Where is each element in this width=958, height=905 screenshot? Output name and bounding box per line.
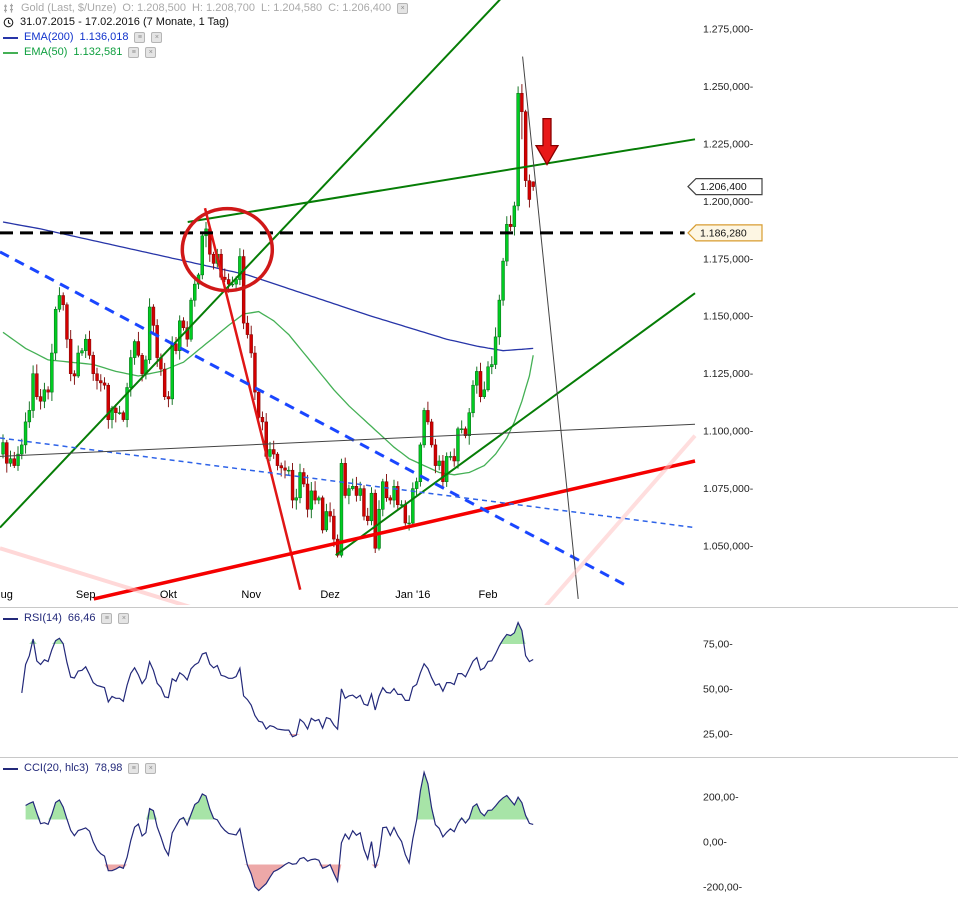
ema200-label: EMA(200) [24, 31, 74, 43]
svg-text:1.075,000-: 1.075,000- [703, 483, 754, 495]
settings-icon[interactable]: ≡ [128, 763, 140, 774]
settings-icon[interactable]: ≡ [101, 613, 113, 624]
ohlc-close: C: 1.206,400 [328, 2, 392, 14]
price-axis[interactable]: 1.275,000- 1.250,000- 1.225,000- 1.200,000-… [703, 24, 754, 553]
cci-line[interactable] [25, 769, 534, 892]
circle-annotation[interactable] [180, 206, 275, 293]
uptrend-recent-green[interactable] [335, 292, 696, 557]
price-tag: 1.186,280 [687, 224, 763, 242]
svg-text:1.250,000-: 1.250,000- [703, 81, 754, 93]
rsi-pane[interactable] [21, 621, 534, 738]
rsi-axis[interactable]: 75,00- 50,00- 25,00- [703, 639, 733, 741]
ema200-value: 1.136,018 [79, 31, 129, 43]
ohlc-low: L: 1.204,580 [260, 2, 323, 14]
rsi-label: RSI(14) [24, 612, 62, 624]
cci-value: 78,98 [94, 762, 123, 774]
close-icon[interactable]: × [145, 47, 157, 58]
cci-legend: CCI(20, hlc3) 78,98 ≡ × [3, 762, 157, 775]
svg-text:1.100,000-: 1.100,000- [703, 426, 754, 438]
ema200-legend: EMA(200) 1.136,018 ≡ × [3, 31, 163, 44]
main-price-pane[interactable] [0, 0, 697, 645]
clock-icon [3, 17, 14, 28]
channel-pink-left[interactable] [0, 546, 313, 645]
svg-text:50,00-: 50,00- [703, 684, 733, 696]
rsi-swatch [3, 617, 18, 620]
ema50-legend: EMA(50) 1.132,581 ≡ × [3, 46, 157, 59]
ema200-swatch [3, 36, 18, 39]
ema50-label: EMA(50) [24, 46, 68, 58]
uptrend-long-green[interactable] [0, 0, 501, 529]
svg-text:200,00-: 200,00- [703, 792, 739, 804]
close-icon[interactable]: × [397, 3, 409, 14]
svg-text:1.186,280: 1.186,280 [700, 227, 747, 239]
channel-pink-right[interactable] [542, 434, 697, 611]
down-arrow-annotation[interactable] [534, 117, 560, 166]
svg-text:ug: ug [1, 589, 13, 601]
price-tags: 1.206,400 1.186,280 [687, 178, 763, 242]
settings-icon[interactable]: ≡ [134, 32, 146, 43]
horizontal-thin-black[interactable] [0, 423, 696, 457]
svg-text:1.275,000-: 1.275,000- [703, 24, 754, 36]
ema50-swatch [3, 51, 18, 54]
steep-thin-black[interactable] [522, 56, 579, 599]
svg-text:1.200,000-: 1.200,000- [703, 196, 754, 208]
instrument-name: Gold (Last, $/Unze) [21, 2, 117, 14]
svg-text:1.150,000-: 1.150,000- [703, 311, 754, 323]
rsi-legend: RSI(14) 66,46 ≡ × [3, 612, 130, 625]
svg-text:Okt: Okt [160, 589, 177, 601]
svg-text:75,00-: 75,00- [703, 639, 733, 651]
svg-text:1.225,000-: 1.225,000- [703, 138, 754, 150]
price-tag: 1.206,400 [687, 178, 763, 196]
svg-text:1.175,000-: 1.175,000- [703, 253, 754, 265]
svg-text:1.050,000-: 1.050,000- [703, 541, 754, 553]
svg-text:0,00-: 0,00- [703, 837, 727, 849]
svg-text:25,00-: 25,00- [703, 729, 733, 741]
time-axis[interactable]: ug Sep Okt Nov Dez Jan '16 Feb [1, 589, 498, 601]
svg-text:Dez: Dez [320, 589, 340, 601]
svg-text:Jan '16: Jan '16 [395, 589, 430, 601]
svg-text:Sep: Sep [76, 589, 96, 601]
cci-axis[interactable]: 200,00- 0,00- -200,00- [703, 792, 743, 894]
svg-text:Feb: Feb [479, 589, 498, 601]
cci-label: CCI(20, hlc3) [24, 762, 89, 774]
svg-text:1.125,000-: 1.125,000- [703, 368, 754, 380]
rsi-value: 66,46 [67, 612, 96, 624]
ema200-line[interactable] [2, 221, 534, 352]
downtrend-steep-red[interactable] [203, 207, 302, 591]
close-icon[interactable]: × [151, 32, 163, 43]
svg-text:1.206,400: 1.206,400 [700, 181, 747, 193]
candlestick-icon [3, 3, 15, 14]
cci-pane[interactable] [25, 769, 534, 892]
instrument-legend: Gold (Last, $/Unze) O: 1.208,500 H: 1.20… [3, 2, 409, 15]
cci-swatch [3, 767, 18, 770]
ohlc-high: H: 1.208,700 [191, 2, 255, 14]
settings-icon[interactable]: ≡ [128, 47, 140, 58]
close-icon[interactable]: × [145, 763, 157, 774]
ema50-value: 1.132,581 [73, 46, 123, 58]
svg-text:-200,00-: -200,00- [703, 882, 743, 894]
ema50-line[interactable] [2, 310, 534, 476]
date-range-text: 31.07.2015 - 17.02.2016 (7 Monate, 1 Tag… [20, 16, 229, 28]
date-range-row: 31.07.2015 - 17.02.2016 (7 Monate, 1 Tag… [3, 16, 229, 29]
ohlc-open: O: 1.208,500 [122, 2, 186, 14]
support-major-red[interactable] [93, 459, 696, 601]
close-icon[interactable]: × [118, 613, 130, 624]
resistance-green[interactable] [187, 138, 696, 223]
rsi-line[interactable] [21, 621, 534, 738]
svg-text:Nov: Nov [241, 589, 261, 601]
